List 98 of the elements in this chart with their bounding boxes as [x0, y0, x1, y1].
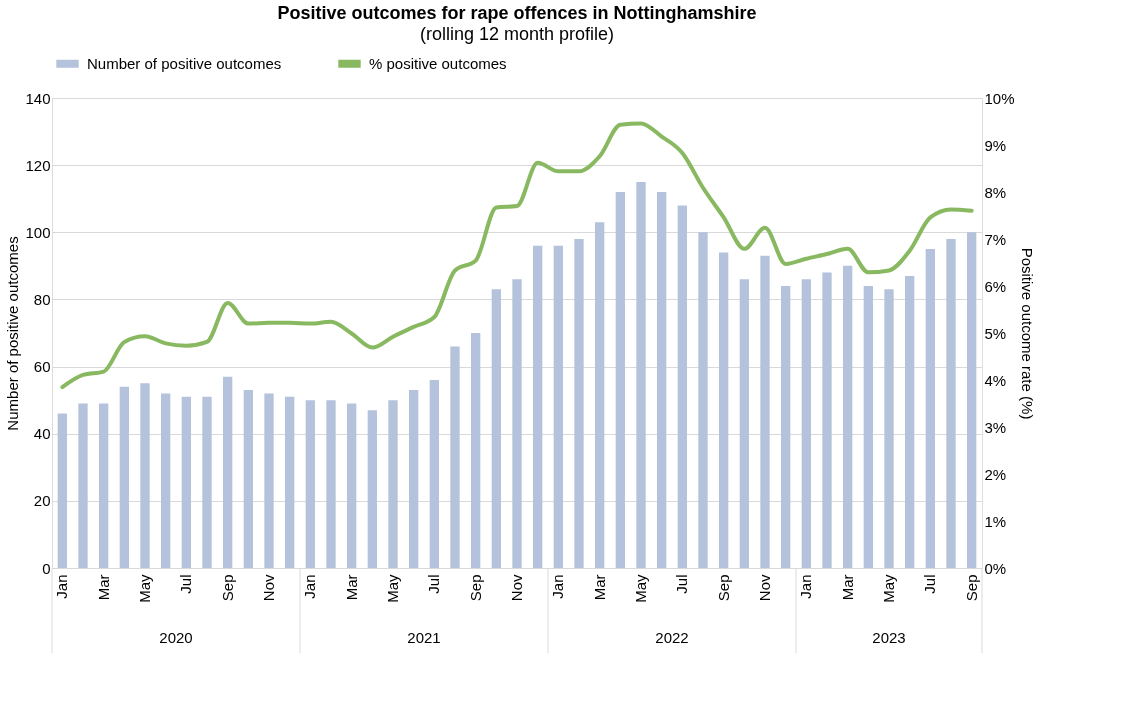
y2-tick-label: 4%	[984, 371, 1007, 389]
bar	[719, 252, 729, 568]
text: 2022	[655, 629, 689, 646]
y-tick-label: 40	[33, 425, 51, 443]
bar	[636, 181, 646, 568]
bar	[119, 386, 129, 568]
x-tick-label: May	[136, 574, 153, 603]
bar	[388, 400, 398, 568]
bar	[533, 245, 543, 568]
x-tick-label: Jan	[301, 574, 319, 599]
x-tick-label: Jul	[921, 574, 939, 594]
x-tick-label: May	[632, 574, 649, 603]
line-series	[60, 121, 974, 390]
bar	[863, 286, 873, 568]
bar	[967, 232, 977, 568]
bar	[181, 396, 191, 568]
bar	[822, 272, 832, 568]
y2-tick-label: 3%	[984, 418, 1007, 436]
bar	[677, 205, 687, 568]
bar	[264, 393, 274, 568]
bar	[574, 239, 584, 568]
y-tick-label: 80	[33, 290, 51, 308]
x-tick-label: Jan	[797, 574, 815, 599]
x-tick-label: Sep	[962, 574, 980, 602]
x-tick-label: Jul	[673, 574, 691, 594]
bar	[615, 192, 625, 568]
bar	[409, 390, 419, 568]
bar	[657, 192, 667, 568]
x-tick-label: Sep	[466, 574, 484, 602]
bar	[161, 393, 171, 568]
bar	[781, 286, 791, 568]
y2-tick-label: 5%	[984, 324, 1007, 342]
legend-label: % positive outcomes	[369, 54, 507, 72]
x-tick-label: Jan	[53, 574, 71, 599]
bar	[760, 255, 770, 568]
bar	[450, 346, 460, 568]
bar	[739, 279, 749, 568]
y2-tick-label: 8%	[984, 183, 1007, 201]
y2-tick-label: 9%	[984, 136, 1007, 154]
bar	[925, 249, 935, 568]
y-axis-title: Number of positive outcomes	[4, 236, 22, 431]
x-tick-label: Sep	[218, 574, 236, 602]
bar	[243, 390, 253, 568]
bar	[905, 275, 915, 568]
bar	[491, 289, 501, 568]
x-tick-label: Mar	[838, 574, 856, 601]
text: 2023	[872, 629, 906, 646]
bar	[698, 232, 708, 568]
y2-tick-label: 1%	[984, 512, 1007, 530]
bar	[512, 279, 522, 568]
chart-title: Positive outcomes for rape offences in Nottinghamshire	[277, 3, 757, 23]
x-tick-label: Nov	[260, 574, 277, 602]
bar	[223, 376, 233, 568]
y2-tick-label: 0%	[984, 559, 1007, 577]
x-tick-label: Mar	[94, 574, 112, 601]
bar	[78, 403, 88, 568]
x-tick-label: Mar	[342, 574, 360, 601]
y2-tick-label: 7%	[984, 230, 1007, 248]
y-tick-label: 120	[25, 156, 51, 174]
bar	[367, 410, 377, 568]
x-tick-label: May	[384, 574, 401, 603]
bar	[429, 380, 439, 568]
bar	[595, 222, 605, 568]
y-tick-label: 20	[33, 492, 51, 510]
y2-tick-label: 10%	[984, 89, 1015, 107]
x-tick-label: Jan	[549, 574, 567, 599]
y2-tick-label: 2%	[984, 465, 1007, 483]
x-tick-label: Mar	[590, 574, 608, 601]
bar	[946, 239, 956, 568]
bar	[347, 403, 357, 568]
x-tick-label: Nov	[508, 574, 525, 602]
x-tick-label: Jul	[177, 574, 195, 594]
bar	[801, 279, 811, 568]
bar	[884, 289, 894, 568]
text: 2020	[159, 629, 193, 646]
bar	[202, 396, 212, 568]
chart-subtitle: (rolling 12 month profile)	[419, 24, 615, 44]
y-tick-label: 60	[33, 358, 51, 376]
y-tick-label: 100	[25, 223, 51, 241]
y2-tick-label: 6%	[984, 277, 1007, 295]
y-tick-label: 140	[25, 89, 51, 107]
y-tick-label: 0	[42, 559, 51, 577]
bar	[843, 265, 853, 568]
x-tick-label: Nov	[756, 574, 773, 602]
x-tick-label: Jul	[425, 574, 443, 594]
bar	[57, 413, 67, 568]
bar	[471, 333, 481, 568]
legend-label: Number of positive outcomes	[87, 54, 282, 72]
x-tick-label: Sep	[714, 574, 732, 602]
bar	[305, 400, 315, 568]
text: 2021	[407, 629, 441, 646]
bar	[99, 403, 109, 568]
bar	[326, 400, 336, 568]
bar	[285, 396, 295, 568]
bar	[553, 245, 563, 568]
y2-axis-title: Positive outcome rate (%)	[1018, 247, 1036, 420]
bar	[140, 383, 150, 568]
x-tick-label: May	[880, 574, 897, 603]
